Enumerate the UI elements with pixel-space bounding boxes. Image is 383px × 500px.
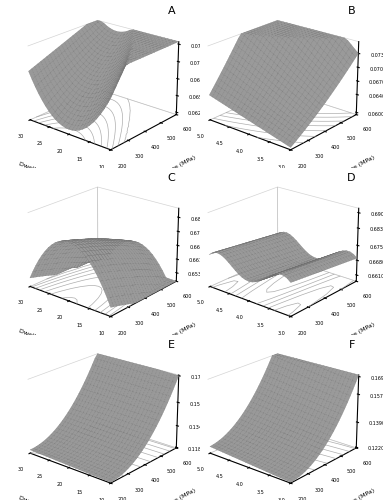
Text: E: E: [168, 340, 175, 349]
Text: F: F: [349, 340, 355, 349]
Y-axis label: Pressure (MPa): Pressure (MPa): [153, 488, 196, 500]
Y-axis label: Pressure (MPa): Pressure (MPa): [153, 154, 196, 181]
Y-axis label: Pressure (MPa): Pressure (MPa): [333, 488, 376, 500]
Y-axis label: Pressure (MPa): Pressure (MPa): [333, 154, 376, 181]
X-axis label: pH: pH: [219, 338, 228, 342]
X-axis label: Dwell time (min): Dwell time (min): [18, 328, 69, 351]
Text: C: C: [167, 173, 175, 183]
X-axis label: Dwell time (min): Dwell time (min): [18, 162, 69, 184]
X-axis label: pH: pH: [219, 170, 228, 175]
Text: A: A: [168, 6, 175, 16]
Y-axis label: Pressure (MPa): Pressure (MPa): [333, 322, 376, 347]
Text: D: D: [347, 173, 355, 183]
Y-axis label: Pressure (MPa): Pressure (MPa): [153, 322, 196, 347]
Text: B: B: [348, 6, 355, 16]
X-axis label: Dwell time (min): Dwell time (min): [18, 495, 69, 500]
